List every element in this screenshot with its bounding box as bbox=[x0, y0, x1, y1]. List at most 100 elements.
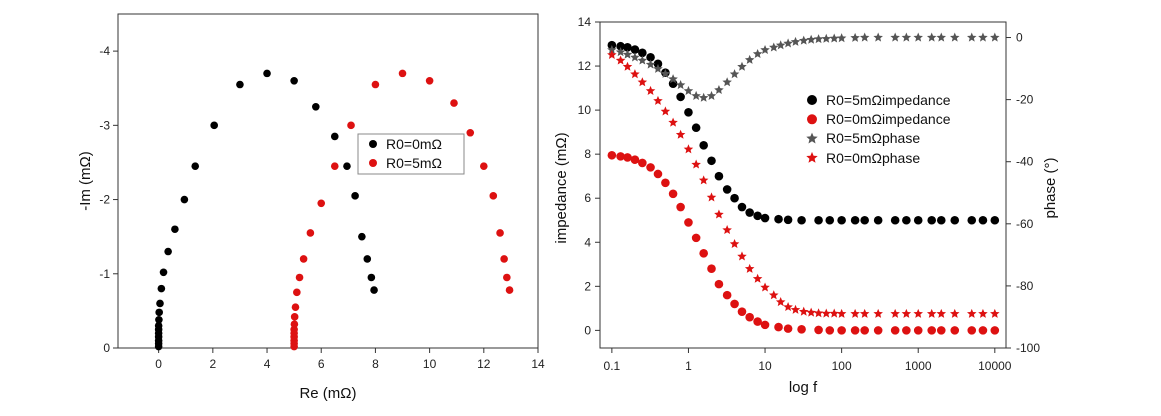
nyquist-point-series-2 bbox=[500, 255, 508, 263]
bode-point-series-4 bbox=[615, 55, 626, 65]
bode-point-series-1 bbox=[714, 171, 724, 181]
bode-point-series-3 bbox=[630, 52, 640, 62]
bode-legend-label-series-1: R0=5mΩimpedance bbox=[826, 92, 951, 108]
bode-point-series-2 bbox=[623, 153, 632, 162]
bode-point-series-1 bbox=[699, 141, 708, 150]
bode-chart: 0.1 1 10 100 1000 10000 0 2 4 6 8 10 12 14 0 -20 -40 -6… bbox=[553, 15, 1059, 396]
bode-point-series-3 bbox=[722, 77, 732, 87]
nyquist-y-tick-label: -2 bbox=[99, 193, 110, 207]
bode-point-series-2 bbox=[967, 326, 977, 335]
bode-point-series-4 bbox=[769, 290, 779, 300]
bode-point-series-4 bbox=[775, 297, 786, 307]
bode-point-series-3 bbox=[607, 44, 617, 54]
bode-point-series-4 bbox=[622, 61, 633, 71]
bode-point-series-3 bbox=[990, 32, 1000, 42]
bode-point-series-1 bbox=[623, 43, 632, 52]
bode-point-series-1 bbox=[638, 48, 647, 58]
bode-point-series-2 bbox=[873, 326, 883, 335]
nyquist-legend-box bbox=[357, 133, 465, 175]
bode-point-series-4 bbox=[760, 282, 770, 292]
nyquist-y-axis-label: -Im (mΩ) bbox=[77, 151, 94, 211]
nyquist-point-series-2 bbox=[425, 77, 434, 85]
nyquist-point-series-2 bbox=[295, 273, 304, 282]
bode-point-series-4 bbox=[729, 238, 740, 249]
bode-point-series-4 bbox=[926, 308, 937, 318]
bode-point-series-4 bbox=[722, 225, 732, 235]
bode-point-series-2 bbox=[699, 248, 708, 258]
bode-point-series-1 bbox=[837, 215, 846, 225]
bode-left-y-tick-label: 10 bbox=[578, 103, 592, 117]
bode-point-series-4 bbox=[637, 77, 648, 87]
nyquist-x-tick-label: 4 bbox=[264, 357, 271, 371]
bode-point-series-3 bbox=[744, 54, 755, 64]
bode-point-series-3 bbox=[622, 49, 633, 59]
bode-point-series-3 bbox=[637, 55, 648, 65]
bode-point-series-4 bbox=[890, 308, 900, 318]
bode-point-series-2 bbox=[774, 322, 783, 332]
bode-point-series-3 bbox=[850, 32, 860, 42]
nyquist-x-tick-label: 12 bbox=[477, 357, 491, 371]
bode-point-series-1 bbox=[850, 215, 860, 225]
bode-point-series-3 bbox=[978, 32, 988, 42]
bode-left-y-tick-label: 12 bbox=[578, 59, 592, 73]
bode-point-series-3 bbox=[926, 32, 937, 42]
bode-point-series-1 bbox=[797, 215, 806, 225]
bode-point-series-2 bbox=[936, 326, 946, 335]
bode-left-y-tick-label: 0 bbox=[584, 323, 591, 337]
bode-point-series-4 bbox=[850, 308, 860, 318]
bode-point-series-3 bbox=[668, 74, 678, 84]
bode-point-series-3 bbox=[936, 32, 947, 42]
bode-right-y-ticks: 0 -20 -40 -60 -80 -100 bbox=[1006, 31, 1040, 355]
bode-point-series-1 bbox=[730, 193, 739, 203]
bode-point-series-3 bbox=[890, 32, 900, 42]
bode-point-series-1 bbox=[902, 215, 911, 225]
bode-left-y-tick-label: 8 bbox=[584, 147, 591, 161]
bode-left-y-tick-label: 4 bbox=[584, 235, 591, 249]
nyquist-legend-label-series-2: R0=5mΩ bbox=[386, 155, 442, 171]
nyquist-point-series-2 bbox=[347, 121, 355, 130]
bode-right-y-tick-label: -20 bbox=[1016, 93, 1034, 107]
bode-point-series-1 bbox=[691, 123, 701, 133]
nyquist-x-tick-label: 0 bbox=[155, 357, 162, 371]
bode-point-series-1 bbox=[774, 214, 783, 224]
bode-point-series-2 bbox=[714, 279, 724, 289]
bode-point-series-2 bbox=[902, 326, 911, 335]
bode-point-series-2 bbox=[927, 326, 937, 335]
bode-point-series-1 bbox=[913, 215, 923, 225]
bode-point-series-3 bbox=[913, 32, 923, 42]
bode-point-series-2 bbox=[860, 326, 869, 335]
nyquist-point-series-1 bbox=[312, 102, 320, 111]
bode-point-series-3 bbox=[615, 47, 626, 57]
nyquist-point-series-1 bbox=[159, 268, 168, 277]
bode-point-series-4 bbox=[645, 85, 656, 95]
bode-point-series-4 bbox=[813, 308, 824, 318]
bode-point-series-1 bbox=[936, 215, 946, 225]
bode-point-series-2 bbox=[646, 163, 655, 172]
bode-point-series-3 bbox=[760, 44, 770, 54]
nyquist-point-series-1 bbox=[191, 162, 200, 170]
bode-point-series-3 bbox=[836, 33, 847, 43]
nyquist-point-series-1 bbox=[157, 284, 166, 293]
bode-point-series-3 bbox=[660, 68, 671, 78]
nyquist-point-series-1 bbox=[358, 232, 366, 241]
bode-point-series-4 bbox=[660, 106, 671, 116]
nyquist-point-series-1 bbox=[154, 321, 163, 330]
nyquist-point-series-1 bbox=[290, 77, 298, 85]
nyquist-x-tick-label: 8 bbox=[372, 357, 379, 371]
nyquist-point-series-2 bbox=[505, 286, 514, 294]
bode-point-series-3 bbox=[806, 34, 816, 44]
nyquist-legend-marker-series-2 bbox=[369, 159, 377, 167]
bode-x-tick-label: 100 bbox=[832, 359, 852, 373]
bode-point-series-3 bbox=[769, 42, 779, 52]
bode-point-series-2 bbox=[745, 312, 754, 322]
nyquist-point-series-1 bbox=[236, 80, 244, 89]
bode-point-series-2 bbox=[737, 307, 747, 316]
bode-point-series-4 bbox=[873, 308, 883, 318]
nyquist-point-series-1 bbox=[330, 132, 339, 141]
nyquist-point-series-2 bbox=[306, 229, 315, 237]
bode-point-series-4 bbox=[990, 308, 1000, 318]
bode-right-y-tick-label: -80 bbox=[1016, 279, 1034, 293]
bode-point-series-4 bbox=[737, 251, 747, 261]
bode-legend-marker-series-1 bbox=[807, 95, 817, 105]
bode-point-series-4 bbox=[668, 117, 678, 127]
